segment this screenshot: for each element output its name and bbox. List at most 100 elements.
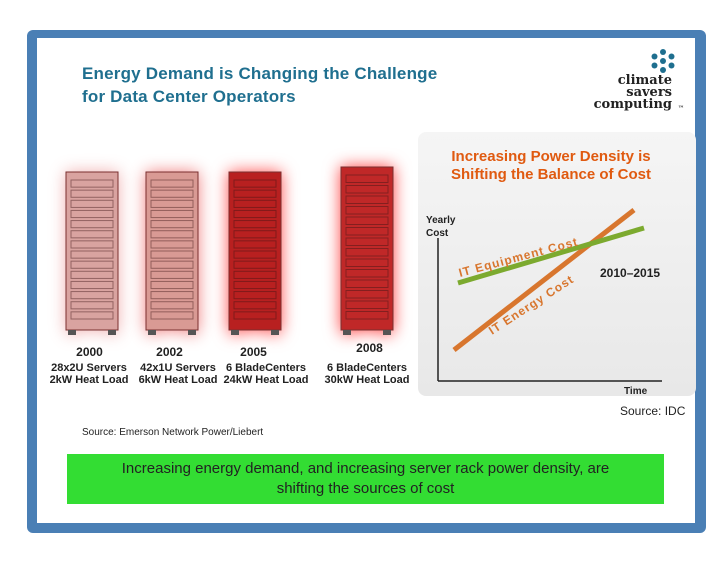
server-rack-icon — [65, 171, 119, 335]
rack-2005 — [215, 160, 295, 340]
source-emerson: Source: Emerson Network Power/Liebert — [82, 427, 264, 438]
rack-slot — [345, 269, 389, 278]
label-it-energy-cost: IT Energy Cost — [486, 272, 576, 337]
rack-slot — [150, 311, 194, 320]
rack-slot — [233, 280, 277, 290]
rack-slot — [150, 260, 194, 269]
rack-slot — [345, 311, 389, 320]
rack-slot — [233, 240, 277, 249]
rack-2008 — [327, 155, 407, 340]
banner-line-1: Increasing energy demand, and increasing… — [121, 460, 610, 477]
rack-slot — [345, 258, 389, 267]
rack-spec-2000-line2: 2kW Heat Load — [49, 374, 129, 386]
source-idc: Source: IDC — [620, 404, 686, 418]
rack-slot — [150, 270, 194, 279]
rack-slot — [150, 230, 194, 239]
rack-year-2002: 2002 — [156, 345, 183, 359]
rack-slot — [70, 291, 114, 300]
rack-spec-2002-line1: 42x1U Servers — [140, 362, 216, 374]
rack-slot — [150, 179, 194, 188]
chart-title: Increasing Power Density is Shifting the… — [450, 148, 651, 183]
rack-slot — [70, 199, 114, 208]
title-line-1: Energy Demand is Changing the Challenge — [82, 64, 438, 83]
rack-slot — [70, 260, 114, 269]
chart-xlabel: Time — [624, 386, 648, 397]
rack-slot — [233, 179, 277, 188]
rack-slot — [70, 220, 114, 229]
rack-foot — [343, 330, 351, 335]
rack-slot — [150, 240, 194, 249]
rack-slot — [345, 206, 389, 215]
server-rack-icon — [228, 171, 282, 335]
rack-slot — [345, 174, 389, 183]
rack-slot — [233, 301, 277, 310]
logo-line-2: savers — [626, 85, 672, 100]
rack-body — [228, 171, 282, 331]
rack-2000 — [52, 160, 132, 340]
rack-slot — [70, 189, 114, 198]
rack-body — [65, 171, 119, 331]
rack-year-2005: 2005 — [240, 345, 267, 359]
conclusion-banner: Increasing energy demand, and increasing… — [67, 454, 664, 504]
rack-slot — [345, 248, 389, 257]
server-rack-icon — [340, 166, 394, 335]
rack-slot — [345, 300, 389, 309]
rack-foot — [231, 330, 239, 335]
slide-title: Energy Demand is Changing the Challenge … — [82, 62, 437, 108]
rack-spec-2008-line1: 6 BladeCenters — [326, 362, 408, 374]
title-line-2: for Data Center Operators — [82, 87, 296, 106]
logo-trademark: ™ — [678, 105, 684, 112]
rack-slot — [233, 199, 277, 208]
server-rack-icon — [145, 171, 199, 335]
rack-foot — [68, 330, 76, 335]
rack-slot — [150, 291, 194, 300]
rack-body — [340, 166, 394, 331]
rack-2002 — [132, 160, 212, 340]
rack-spec-2000-line1: 28x2U Servers — [51, 362, 127, 374]
rack-slot — [150, 199, 194, 208]
asterisk-flower-icon — [651, 49, 675, 73]
rack-spec-2005: 6 BladeCenters 24kW Heat Load — [220, 362, 312, 386]
rack-slot — [233, 291, 277, 300]
rack-slot — [345, 237, 389, 246]
rack-spec-2005-line1: 6 BladeCenters — [225, 362, 307, 374]
rack-spec-2008-line2: 30kW Heat Load — [324, 374, 410, 386]
rack-foot — [188, 330, 196, 335]
rack-body — [145, 171, 199, 331]
rack-slot — [70, 240, 114, 249]
rack-slot — [345, 290, 389, 299]
rack-slot — [70, 179, 114, 188]
rack-slot — [233, 220, 277, 229]
rack-foot — [148, 330, 156, 335]
rack-slot — [233, 250, 277, 259]
banner-line-2: shifting the sources of cost — [276, 480, 455, 497]
series-it-equipment-cost — [457, 225, 645, 286]
rack-slot — [150, 209, 194, 219]
rack-slot — [233, 311, 277, 320]
rack-foot — [383, 330, 391, 335]
climate-savers-logo: climate savers computing ™ — [588, 48, 686, 114]
rack-slot — [70, 230, 114, 239]
rack-year-2008: 2008 — [356, 341, 383, 355]
rack-slot — [345, 216, 389, 225]
logo-line-1: climate — [617, 73, 672, 88]
rack-foot — [108, 330, 116, 335]
rack-year-2000: 2000 — [76, 345, 103, 359]
logo-line-3: computing — [593, 97, 672, 112]
label-it-equipment-cost: IT Equipment Cost — [457, 235, 579, 280]
chart-period-annotation: 2010–2015 — [600, 266, 661, 280]
rack-spec-2008: 6 BladeCenters 30kW Heat Load — [320, 362, 414, 386]
rack-foot — [271, 330, 279, 335]
rack-slot — [233, 230, 277, 239]
rack-slot — [150, 301, 194, 310]
rack-spec-2005-line2: 24kW Heat Load — [223, 374, 309, 386]
rack-spec-2002: 42x1U Servers 6kW Heat Load — [134, 362, 222, 386]
rack-slot — [150, 220, 194, 229]
rack-slot — [70, 280, 114, 290]
rack-slot — [233, 270, 277, 279]
rack-slot — [150, 250, 194, 259]
rack-slot — [150, 280, 194, 290]
rack-slot — [345, 227, 389, 236]
rack-slot — [233, 260, 277, 269]
